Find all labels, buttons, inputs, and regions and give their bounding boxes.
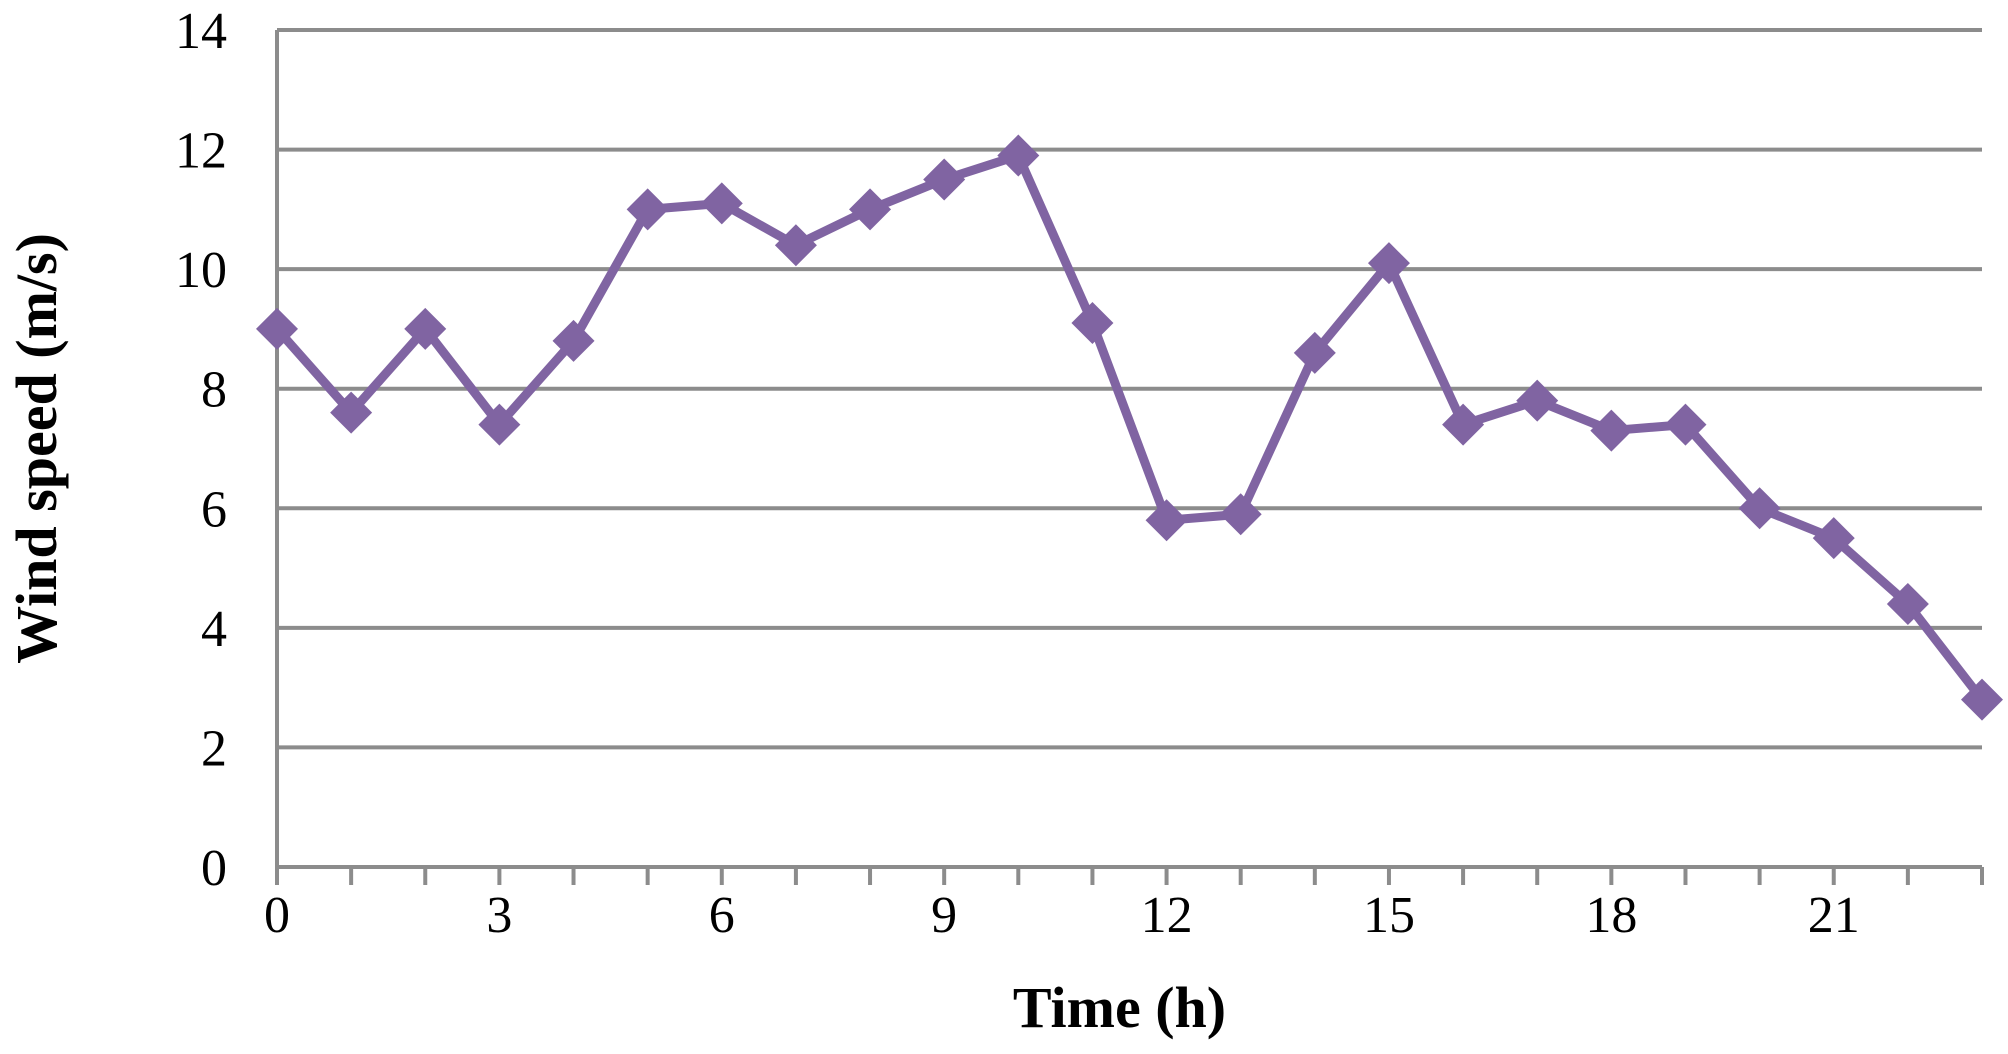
y-tick-label-10: 10 — [175, 242, 227, 299]
y-tick-label-12: 12 — [175, 123, 227, 180]
y-tick-label-0: 0 — [201, 840, 227, 897]
data-point-7 — [774, 224, 817, 267]
data-point-18 — [1590, 409, 1633, 452]
x-tick-label-21: 21 — [1808, 887, 1860, 944]
data-point-12 — [1145, 499, 1188, 542]
gridlines — [277, 28, 1982, 750]
x-tick-label-12: 12 — [1141, 887, 1193, 944]
data-point-4 — [552, 319, 595, 362]
data-point-2 — [404, 307, 447, 350]
data-point-14 — [1293, 331, 1336, 374]
data-point-8 — [849, 188, 892, 231]
data-point-23 — [1961, 678, 2003, 721]
data-point-19 — [1664, 403, 1707, 446]
x-tick-label-6: 6 — [709, 887, 735, 944]
x-axis-title: Time (h) — [1013, 975, 1226, 1040]
data-point-17 — [1516, 379, 1559, 422]
y-tick-label-8: 8 — [201, 362, 227, 419]
y-tick-labels: 0 2 4 6 8 10 12 14 — [175, 3, 227, 897]
series-line-0 — [272, 151, 1987, 705]
data-point-16 — [1442, 403, 1485, 446]
x-tick-label-3: 3 — [486, 887, 512, 944]
series — [256, 134, 2003, 721]
x-tick-label-9: 9 — [931, 887, 957, 944]
data-point-22 — [1886, 582, 1929, 625]
data-point-9 — [923, 158, 966, 201]
x-tick-label-18: 18 — [1585, 887, 1637, 944]
y-tick-label-4: 4 — [201, 601, 227, 658]
axes — [275, 30, 1984, 885]
y-tick-label-14: 14 — [175, 3, 227, 60]
data-point-1 — [330, 391, 373, 434]
data-point-20 — [1738, 487, 1781, 530]
data-point-21 — [1812, 517, 1855, 560]
y-tick-label-2: 2 — [201, 720, 227, 777]
x-tick-label-15: 15 — [1363, 887, 1415, 944]
y-axis-title: Wind speed (m/s) — [4, 233, 69, 664]
data-point-13 — [1219, 493, 1262, 536]
data-point-5 — [626, 188, 669, 231]
data-point-11 — [1071, 301, 1114, 344]
y-tick-label-6: 6 — [201, 481, 227, 538]
data-point-6 — [700, 182, 743, 225]
data-point-10 — [997, 134, 1040, 177]
data-point-15 — [1367, 242, 1410, 285]
x-tick-labels: 0 3 6 9 12 15 18 21 — [264, 887, 1860, 944]
x-tick-label-0: 0 — [264, 887, 290, 944]
data-point-3 — [478, 403, 521, 446]
data-point-0 — [256, 307, 298, 350]
